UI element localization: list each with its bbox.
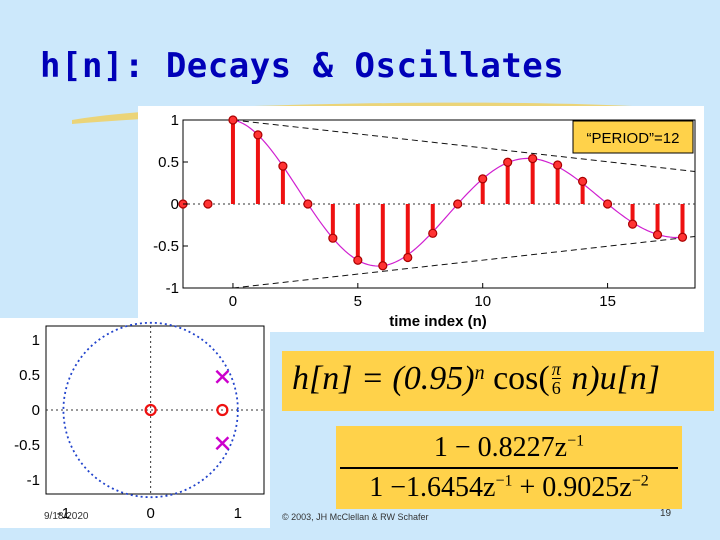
pz-y-tick-label: -1 — [27, 472, 40, 489]
equation-exponent: n — [474, 362, 485, 384]
impulse-response-stem-plot: 1 0.5 0 -0.5 -1 0 5 10 15 time index (n) “PERIO… — [138, 106, 704, 332]
tf-numerator-exp: −1 — [567, 432, 585, 450]
tf-denominator-b: + 0.9025z — [512, 472, 632, 503]
y-tick-label: -0.5 — [153, 238, 179, 255]
tf-numerator: 1 − 0.8227z — [433, 432, 568, 463]
y-tick-label: 1 — [171, 112, 179, 129]
pz-y-tick-label: 1 — [32, 332, 40, 349]
stem-marker — [578, 176, 588, 187]
x-tick-label: 15 — [599, 293, 616, 310]
slide-title: h[n]: Decays & Oscillates — [40, 46, 565, 86]
equation-tail: n)u[n] — [562, 360, 661, 397]
footer-date: 9/18/2020 — [44, 511, 89, 522]
pole-zero-plot: 1 0.5 0 -0.5 -1 -1 0 1 — [0, 318, 270, 528]
stem-marker — [553, 160, 563, 170]
tf-denominator-a-exp: −1 — [495, 472, 513, 490]
x-tick-label: 0 — [229, 293, 237, 310]
footer-copyright: © 2003, JH McClellan & RW Schafer — [282, 512, 429, 522]
stem-marker — [228, 115, 238, 125]
page-number: 19 — [660, 508, 672, 519]
stem-marker — [278, 161, 288, 171]
tf-denominator-b-exp: −2 — [631, 472, 649, 490]
fraction-bar — [340, 467, 678, 469]
stem-marker — [602, 199, 613, 209]
impulse-response-equation: h[n] = (0.95)n cos(π 6 n)u[n] — [282, 351, 714, 411]
pz-y-tick-label: -0.5 — [14, 437, 40, 454]
equation-frac-num: π — [551, 358, 561, 379]
unit-circle — [62, 321, 239, 499]
stem-marker — [303, 199, 313, 209]
stem-marker — [328, 233, 338, 243]
y-tick-label: -1 — [166, 280, 179, 297]
y-tick-label: 0 — [171, 196, 179, 213]
equation-lhs: h[n] = (0.95) — [292, 360, 475, 397]
equation-cos: cos( — [484, 360, 550, 397]
y-tick-label: 0.5 — [158, 154, 179, 171]
stem-marker — [627, 219, 638, 229]
stem-marker — [253, 130, 263, 140]
pz-x-tick-label: -1 — [57, 505, 70, 522]
stem-marker — [478, 174, 488, 184]
stem-marker — [378, 261, 388, 271]
stem-marker — [403, 252, 413, 263]
period-annotation: “PERIOD”=12 — [587, 130, 680, 147]
upper-envelope-line — [232, 119, 696, 172]
zero-marker — [144, 403, 157, 417]
pz-y-tick-label: 0 — [32, 402, 40, 419]
tf-denominator-a: 1 −1.6454z — [369, 472, 496, 503]
stem-marker — [428, 228, 438, 238]
stem-marker — [503, 157, 513, 167]
x-tick-label: 5 — [354, 293, 362, 310]
stem-x-axis-label: time index (n) — [389, 313, 487, 330]
stem-marker — [528, 154, 538, 164]
x-tick-label: 10 — [474, 293, 491, 310]
pole-marker — [215, 369, 230, 384]
zero-marker — [216, 403, 229, 417]
pole-marker — [215, 436, 230, 451]
lower-envelope-line — [232, 236, 696, 289]
equation-frac-den: 6 — [551, 377, 561, 398]
stem-marker — [353, 255, 363, 265]
pz-y-tick-label: 0.5 — [19, 367, 40, 384]
pz-x-tick-label: 0 — [146, 505, 154, 522]
stem-marker — [453, 199, 463, 209]
stem-marker — [652, 230, 663, 240]
period-annotation-box — [572, 120, 694, 154]
transfer-function-equation: 1 − 0.8227z−1 1 −1.6454z−1 + 0.9025z−2 — [336, 426, 682, 509]
stem-marker — [203, 199, 213, 209]
pz-x-tick-label: 1 — [234, 505, 242, 522]
stem-marker — [677, 232, 688, 242]
